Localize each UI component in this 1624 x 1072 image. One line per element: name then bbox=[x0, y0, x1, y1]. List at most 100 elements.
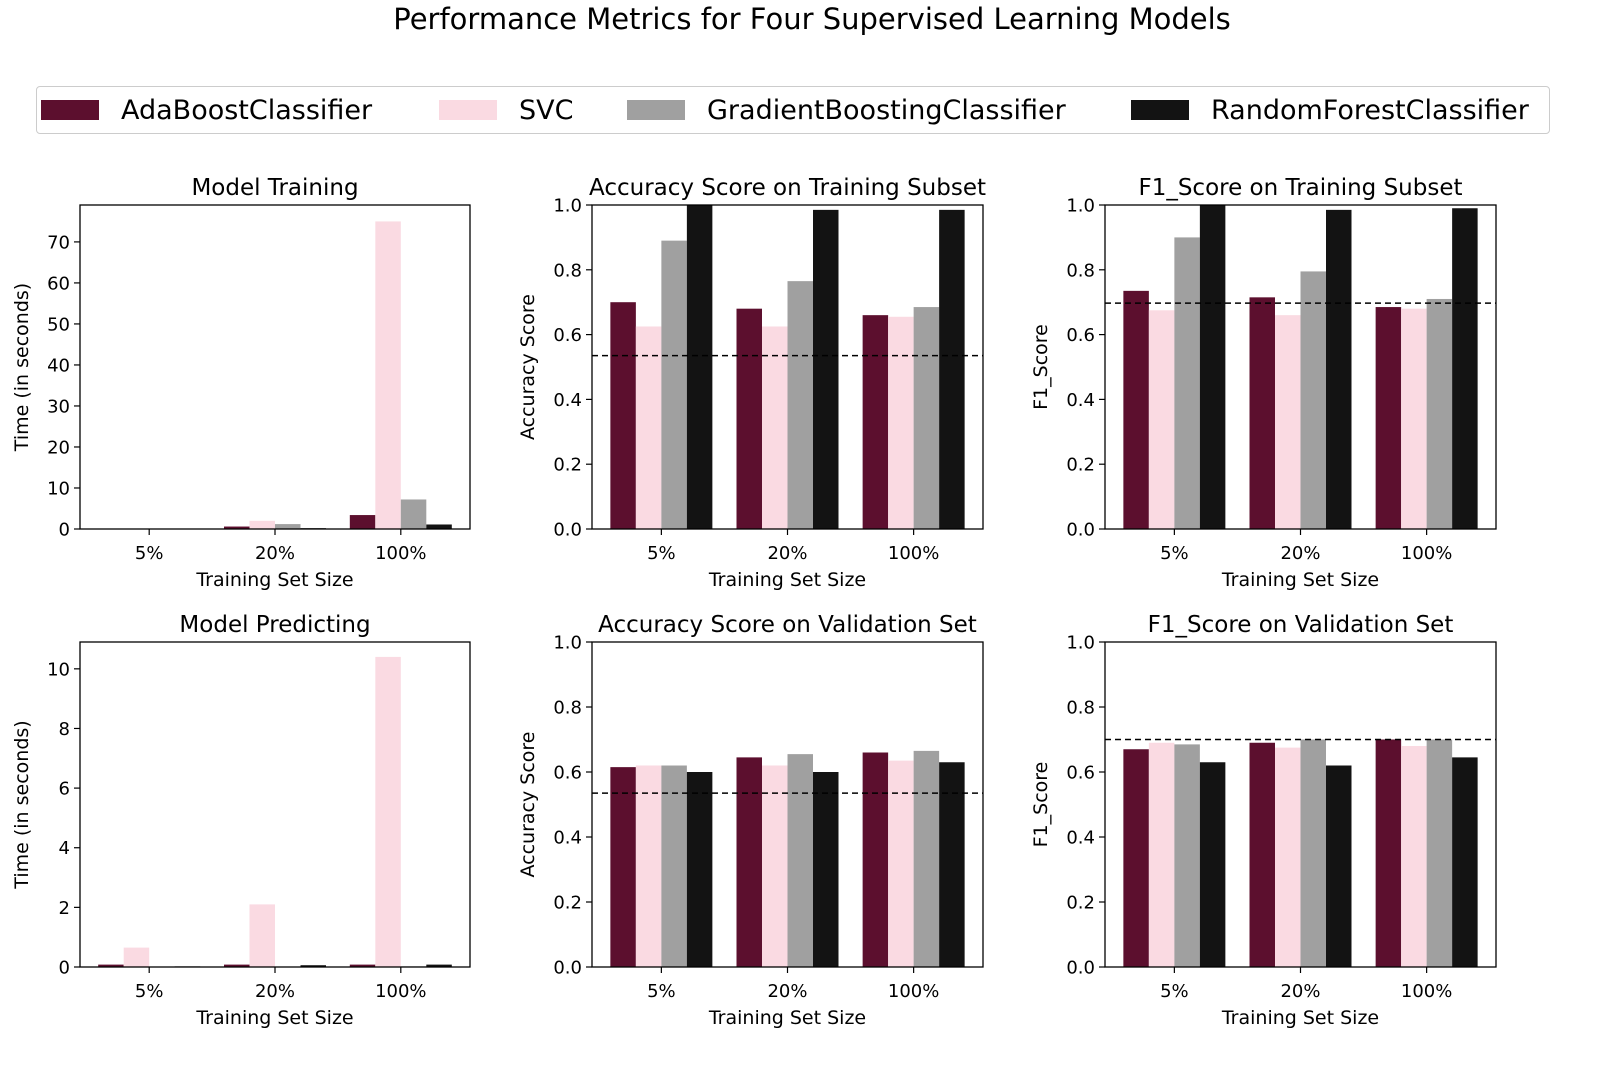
x-tick-label: 100% bbox=[375, 981, 426, 1002]
bar-randomforestclassifier-100 bbox=[426, 964, 452, 967]
panel-title: Accuracy Score on Training Subset bbox=[589, 175, 986, 201]
panel-f1-score-on-validation-set: 0.0 0.2 0.4 0.6 0.8 1.0 5% 20% 100% F1_Score on V… bbox=[1030, 612, 1497, 1029]
bar-svc-5 bbox=[1148, 310, 1175, 529]
bar-svc-5 bbox=[123, 947, 150, 967]
legend-entry-adaboost: AdaBoostClassifier bbox=[41, 87, 372, 133]
legend-label-svc: SVC bbox=[519, 94, 574, 126]
y-tick-label: 0.6 bbox=[553, 325, 582, 346]
y-tick-label: 1.0 bbox=[1066, 196, 1095, 217]
x-tick-label: 20% bbox=[1280, 981, 1320, 1002]
bar-adaboostclassifier-5 bbox=[1123, 749, 1149, 967]
y-tick-label: 0 bbox=[59, 520, 70, 541]
y-axis-label: Accuracy Score bbox=[517, 294, 539, 440]
bar-randomforestclassifier-100 bbox=[426, 524, 452, 529]
x-tick-label: 20% bbox=[767, 981, 807, 1002]
x-tick-label: 5% bbox=[647, 543, 676, 564]
y-tick-label: 8 bbox=[59, 719, 70, 740]
x-tick-label: 5% bbox=[1160, 543, 1189, 564]
bar-gradientboostingclassifier-100 bbox=[913, 307, 940, 529]
y-tick-label: 0.6 bbox=[1066, 763, 1095, 784]
bar-randomforestclassifier-5 bbox=[1199, 762, 1226, 967]
y-tick-label: 0.6 bbox=[553, 763, 582, 784]
bar-svc-100 bbox=[888, 760, 914, 968]
y-tick-label: 40 bbox=[47, 355, 70, 376]
bar-adaboostclassifier-5 bbox=[98, 964, 124, 967]
y-tick-label: 10 bbox=[47, 659, 70, 680]
bar-randomforestclassifier-20 bbox=[813, 772, 839, 967]
x-axis-label: Training Set Size bbox=[195, 1007, 353, 1029]
y-tick-label: 30 bbox=[47, 396, 70, 417]
bar-randomforestclassifier-20 bbox=[1326, 209, 1352, 530]
bar-randomforestclassifier-20 bbox=[300, 965, 326, 967]
bar-gradientboostingclassifier-20 bbox=[1300, 271, 1326, 529]
y-tick-label: 0.2 bbox=[553, 455, 582, 476]
bar-svc-20 bbox=[762, 326, 788, 529]
x-axis-label: Training Set Size bbox=[708, 1007, 866, 1029]
bar-randomforestclassifier-20 bbox=[813, 209, 839, 530]
y-tick-label: 2 bbox=[59, 898, 70, 919]
y-tick-label: 0.2 bbox=[1066, 893, 1095, 914]
y-axis-label: Time (in seconds) bbox=[11, 720, 33, 889]
bar-randomforestclassifier-5 bbox=[686, 772, 713, 967]
panel-accuracy-score-on-training-subset: 0.0 0.2 0.4 0.6 0.8 1.0 5% 20% 100% Accuracy Scor… bbox=[517, 175, 986, 591]
y-axis-label: F1_Score bbox=[1030, 324, 1052, 410]
y-tick-label: 0.8 bbox=[1066, 260, 1095, 281]
x-axis-label: Training Set Size bbox=[1221, 569, 1379, 591]
x-tick-label: 100% bbox=[888, 981, 939, 1002]
y-tick-label: 70 bbox=[47, 232, 70, 253]
axes-frame bbox=[79, 204, 471, 530]
x-axis-label: Training Set Size bbox=[195, 569, 353, 591]
y-tick-label: 0.4 bbox=[1066, 828, 1095, 849]
y-axis-label: Time (in seconds) bbox=[11, 283, 33, 452]
bar-svc-100 bbox=[1401, 308, 1427, 529]
bar-adaboostclassifier-100 bbox=[862, 752, 889, 967]
y-tick-label: 50 bbox=[47, 314, 70, 335]
panel-title: Model Predicting bbox=[179, 612, 370, 638]
bar-adaboostclassifier-100 bbox=[349, 515, 376, 529]
figure-title: Performance Metrics for Four Supervised … bbox=[393, 2, 1231, 36]
x-tick-label: 20% bbox=[767, 543, 807, 564]
bar-randomforestclassifier-5 bbox=[686, 205, 713, 529]
bar-adaboostclassifier-100 bbox=[862, 315, 889, 529]
bar-randomforestclassifier-100 bbox=[1452, 208, 1478, 530]
bar-randomforestclassifier-5 bbox=[1199, 205, 1226, 529]
bar-svc-20 bbox=[1275, 315, 1301, 529]
bar-adaboostclassifier-20 bbox=[224, 526, 250, 529]
bar-svc-100 bbox=[375, 656, 401, 967]
x-tick-label: 100% bbox=[888, 543, 939, 564]
bar-adaboostclassifier-20 bbox=[1249, 742, 1275, 967]
y-axis-label: Accuracy Score bbox=[517, 732, 539, 878]
y-tick-label: 4 bbox=[59, 838, 70, 859]
bar-svc-100 bbox=[375, 221, 401, 529]
panel-model-predicting: 0 2 4 6 8 10 5% 20% 100% Model Predicting Training… bbox=[11, 612, 471, 1029]
bar-svc-20 bbox=[762, 765, 788, 967]
bar-svc-20 bbox=[1275, 747, 1301, 968]
x-tick-label: 20% bbox=[1280, 543, 1320, 564]
legend-label-gradient-boosting: GradientBoostingClassifier bbox=[707, 94, 1066, 126]
y-tick-label: 0.0 bbox=[553, 520, 582, 541]
bar-svc-5 bbox=[635, 326, 662, 529]
panel-title: F1_Score on Training Subset bbox=[1138, 175, 1462, 201]
bar-adaboostclassifier-5 bbox=[610, 767, 636, 968]
y-tick-label: 0.0 bbox=[1066, 520, 1095, 541]
legend-swatch-gradient-boosting bbox=[627, 100, 685, 120]
y-axis-label: F1_Score bbox=[1030, 762, 1052, 848]
legend: AdaBoostClassifier SVC GradientBoostingC… bbox=[36, 86, 1550, 134]
bar-gradientboostingclassifier-100 bbox=[913, 750, 940, 968]
panel-title: F1_Score on Validation Set bbox=[1148, 612, 1454, 638]
x-tick-label: 20% bbox=[255, 543, 295, 564]
x-tick-label: 100% bbox=[1401, 981, 1452, 1002]
bar-svc-5 bbox=[635, 765, 662, 967]
legend-swatch-adaboost bbox=[41, 100, 99, 120]
bar-adaboostclassifier-100 bbox=[1375, 739, 1402, 967]
y-tick-label: 0.0 bbox=[1066, 958, 1095, 979]
bar-svc-20 bbox=[249, 904, 275, 967]
bar-svc-20 bbox=[249, 520, 275, 529]
bar-gradientboostingclassifier-5 bbox=[1174, 237, 1200, 529]
bar-gradientboostingclassifier-20 bbox=[1300, 739, 1326, 967]
bar-adaboostclassifier-20 bbox=[736, 308, 762, 529]
x-axis-label: Training Set Size bbox=[708, 569, 866, 591]
y-tick-label: 0.8 bbox=[553, 260, 582, 281]
panel-accuracy-score-on-validation-set: 0.0 0.2 0.4 0.6 0.8 1.0 5% 20% 100% Accuracy Scor… bbox=[517, 612, 984, 1029]
bar-randomforestclassifier-100 bbox=[1452, 757, 1478, 968]
